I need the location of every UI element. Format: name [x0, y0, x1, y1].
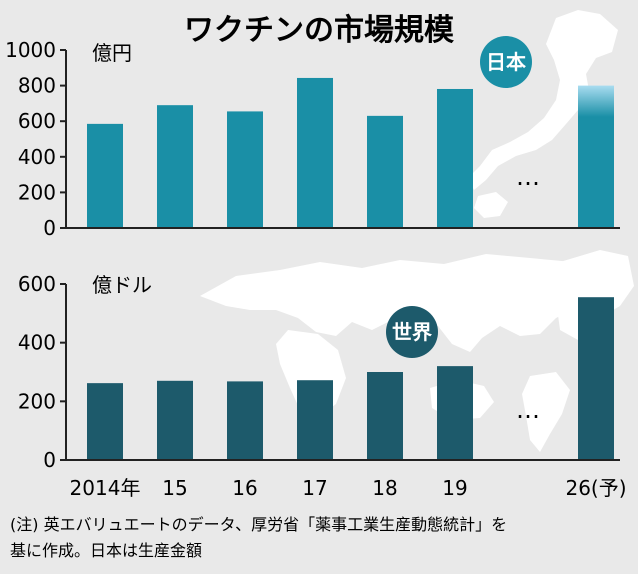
- japan-bar-18: [367, 115, 403, 228]
- world-ytick-label: 0: [43, 448, 56, 472]
- japan-ytick-label: 600: [18, 109, 56, 133]
- world-bar-17: [297, 380, 333, 460]
- x-tick-label: 15: [162, 476, 187, 500]
- x-tick-label: 2014年: [70, 476, 141, 500]
- japan-ylabel: 億円: [92, 41, 132, 65]
- world-ytick-label: 200: [18, 389, 56, 413]
- world-bars: [87, 297, 614, 460]
- x-tick-labels: 2014年 15 16 17 18 19 26(予): [70, 476, 627, 500]
- world-bar-15: [157, 380, 193, 460]
- world-panel: 億ドル 0 200 400 600 … 世界: [18, 272, 620, 472]
- x-tick-label: 18: [372, 476, 397, 500]
- x-tick-label: 17: [302, 476, 327, 500]
- world-bar-18: [367, 372, 403, 460]
- japan-ellipsis: …: [516, 163, 540, 191]
- world-ellipsis: …: [516, 396, 540, 424]
- kyushu-map-shape: [474, 192, 508, 218]
- world-bar-26: [578, 297, 614, 460]
- japan-yticks: 0 200 400 600 800 1000: [5, 38, 66, 240]
- note-line-2: 基に作成。日本は生産金額: [10, 541, 202, 560]
- world-ylabel: 億ドル: [92, 273, 152, 297]
- chart-title: ワクチンの市場規模: [184, 13, 454, 48]
- japan-ytick-label: 800: [18, 74, 56, 98]
- japan-ytick-label: 1000: [5, 38, 56, 62]
- note-line-1: (注) 英エバリュエートのデータ、厚労省「薬事工業生産動態統計」を: [10, 515, 507, 534]
- japan-bar-15: [157, 105, 193, 228]
- japan-badge: [480, 36, 532, 88]
- japan-panel: 億円 0 200 400 600 800 1000 … 日本: [5, 36, 620, 240]
- japan-ytick-label: 200: [18, 180, 56, 204]
- world-bar-19: [437, 366, 473, 460]
- japan-badge-label: 日本: [486, 50, 526, 74]
- x-tick-label: 16: [232, 476, 257, 500]
- world-badge: [386, 306, 438, 358]
- world-yticks: 0 200 400 600: [18, 272, 66, 472]
- x-tick-label: 26(予): [565, 476, 626, 500]
- map-background: [200, 10, 634, 452]
- world-map-north-america: [556, 250, 634, 340]
- japan-bar-2014: [87, 123, 123, 228]
- world-map-south-america: [522, 372, 570, 452]
- world-ytick-label: 400: [18, 331, 56, 355]
- japan-map-shape: [468, 10, 618, 190]
- japan-bar-26: [578, 85, 614, 228]
- japan-bar-16: [227, 111, 263, 228]
- japan-ytick-label: 400: [18, 145, 56, 169]
- world-ytick-label: 600: [18, 272, 56, 296]
- world-map-eurasia: [200, 254, 626, 352]
- world-bar-2014: [87, 383, 123, 460]
- japan-bars: [87, 77, 614, 229]
- world-badge-label: 世界: [392, 320, 432, 344]
- world-bar-16: [227, 381, 263, 460]
- x-tick-label: 19: [442, 476, 467, 500]
- japan-bar-17: [297, 77, 333, 228]
- japan-ytick-label: 0: [43, 216, 56, 240]
- japan-bar-19: [437, 88, 473, 229]
